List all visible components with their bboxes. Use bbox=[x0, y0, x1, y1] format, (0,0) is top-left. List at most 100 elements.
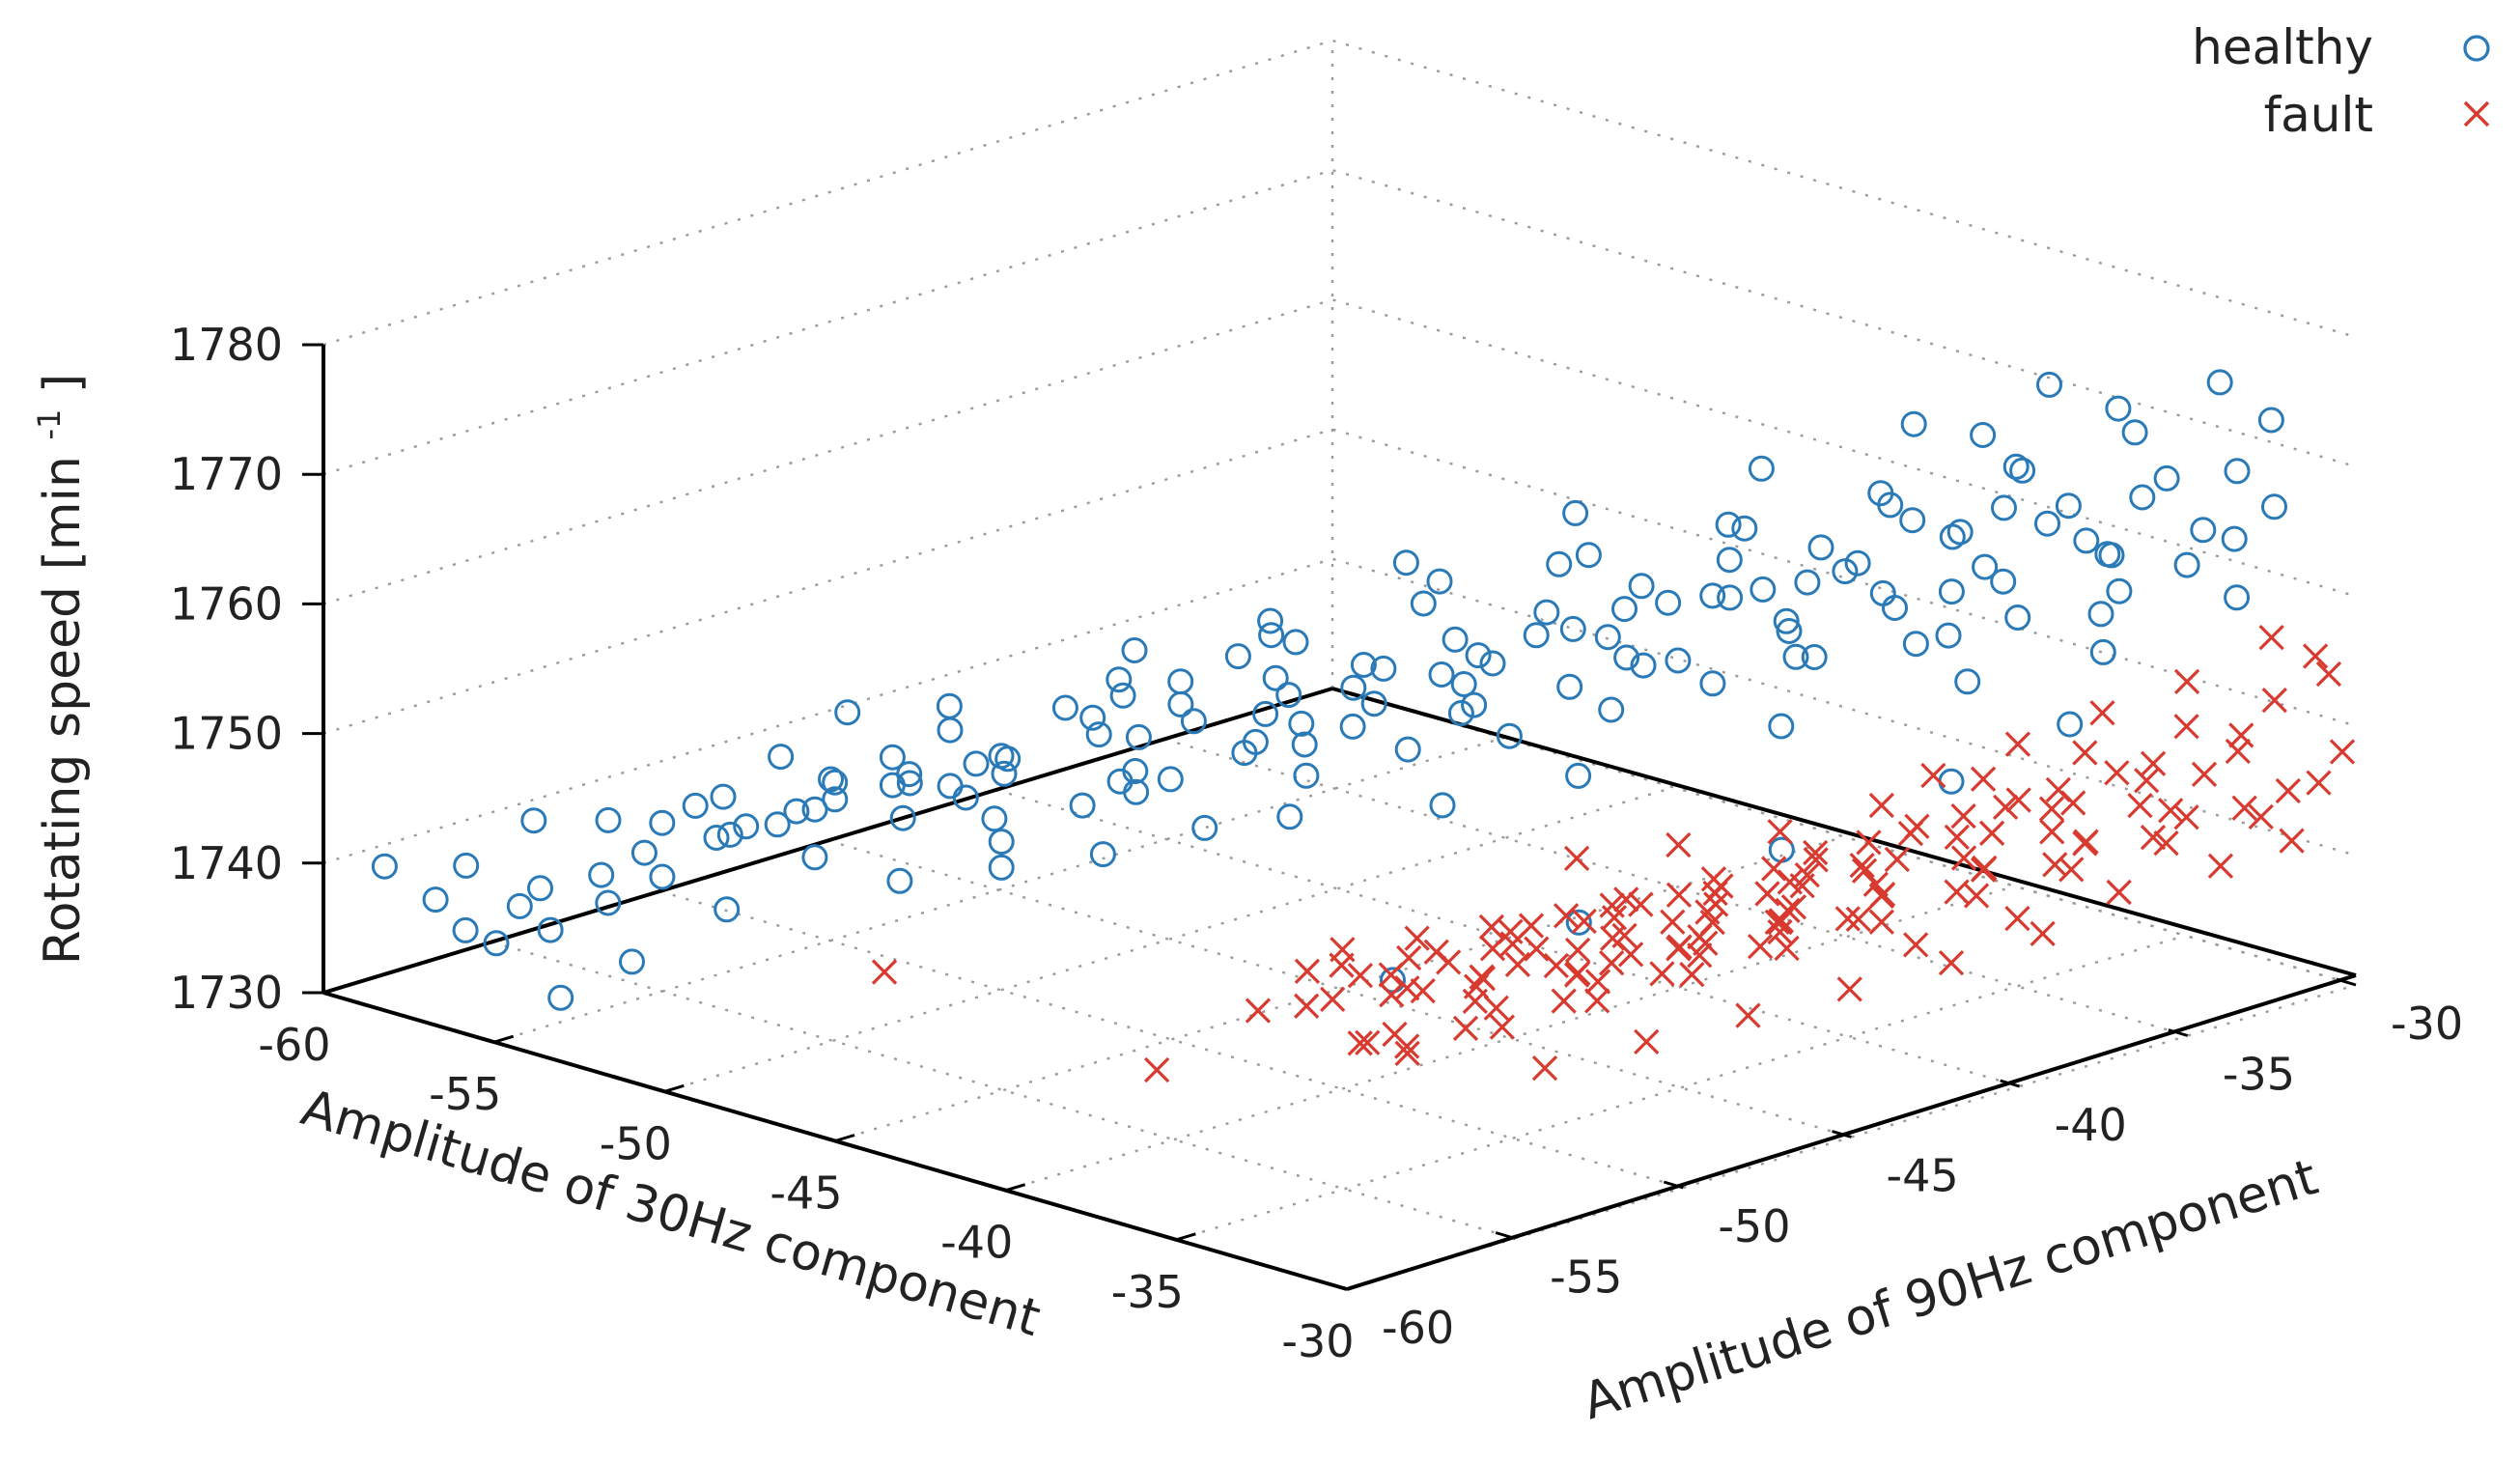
healthy-point-52 bbox=[1350, 652, 1377, 678]
healthy-point-51 bbox=[1262, 664, 1289, 691]
healthy-point-158 bbox=[1122, 758, 1149, 784]
fault-point-73 bbox=[2030, 920, 2056, 946]
healthy-point-73 bbox=[2173, 551, 2200, 578]
healthy-point-68 bbox=[1699, 670, 1726, 697]
healthy-point-17 bbox=[595, 889, 622, 916]
z-tick-label-2: 1750 bbox=[170, 708, 283, 760]
y-tick-mark-1 bbox=[1495, 1231, 1516, 1240]
fault-point-71 bbox=[1836, 976, 1862, 1002]
z-axis-title-end: ] bbox=[34, 374, 92, 393]
fault-point-151 bbox=[2173, 668, 2200, 695]
fault-point-123 bbox=[1794, 862, 1820, 888]
fault-point-60 bbox=[1666, 831, 1692, 858]
fault-point-117 bbox=[1904, 813, 1930, 839]
fault-point-96 bbox=[1774, 935, 1800, 962]
healthy-point-127 bbox=[1776, 618, 1803, 644]
fault-point-62 bbox=[1868, 792, 1894, 819]
fault-point-86 bbox=[1868, 883, 1894, 910]
fault-point-132 bbox=[1347, 1030, 1373, 1056]
healthy-point-149 bbox=[1121, 637, 1148, 663]
fault-point-4 bbox=[1543, 952, 1569, 979]
fault-point-12 bbox=[1553, 903, 1580, 929]
x-tick-mark-0 bbox=[322, 985, 344, 995]
fault-point-122 bbox=[1703, 891, 1729, 917]
fault-point-119 bbox=[2104, 760, 2130, 786]
y-tick-label-6: -30 bbox=[2391, 998, 2463, 1050]
healthy-point-87 bbox=[2034, 510, 2060, 537]
floor-grid-y-2 bbox=[658, 889, 1684, 1190]
healthy-point-151 bbox=[1426, 568, 1453, 595]
fault-point-58 bbox=[2231, 795, 2257, 821]
healthy-point-144 bbox=[1392, 549, 1419, 576]
fault-point-133 bbox=[1382, 1021, 1408, 1048]
fault-point-81 bbox=[2191, 761, 2218, 788]
healthy-point-76 bbox=[991, 760, 1018, 787]
healthy-point-120 bbox=[2002, 453, 2030, 480]
y-tick-label-0: -60 bbox=[1382, 1302, 1454, 1354]
healthy-point-133 bbox=[1276, 803, 1303, 830]
fault-point-103 bbox=[1410, 977, 1436, 1004]
fault-point-7 bbox=[1767, 918, 1793, 945]
floor-grid-y-5 bbox=[1163, 738, 2189, 1037]
fault-point-128 bbox=[2279, 828, 2305, 854]
fault-point-78 bbox=[1950, 845, 1977, 871]
fault-point-2 bbox=[1394, 975, 1420, 1001]
healthy-point-12 bbox=[822, 769, 849, 796]
fault-point-154 bbox=[1920, 762, 1946, 789]
y-tick-mark-3 bbox=[1832, 1130, 1852, 1139]
healthy-point-7 bbox=[527, 875, 553, 902]
fault-point-142 bbox=[1666, 882, 1693, 908]
data-points bbox=[371, 369, 2356, 1083]
fault-point-28 bbox=[1803, 847, 1829, 873]
y-tick-label-3: -45 bbox=[1887, 1150, 1959, 1202]
fault-point-19 bbox=[1524, 936, 1550, 962]
fault-point-61 bbox=[1767, 819, 1793, 845]
fault-point-144 bbox=[1856, 829, 1882, 856]
healthy-point-140 bbox=[1565, 909, 1592, 936]
healthy-point-115 bbox=[1258, 622, 1285, 649]
healthy-point-28 bbox=[1224, 643, 1251, 670]
healthy-point-124 bbox=[1288, 710, 1315, 737]
y-tick-label-1: -55 bbox=[1550, 1251, 1622, 1304]
healthy-point-97 bbox=[1882, 595, 1908, 621]
wall-grid-z-4 bbox=[322, 168, 2357, 476]
fault-point-143 bbox=[1761, 856, 1787, 882]
healthy-point-74 bbox=[2221, 525, 2248, 552]
healthy-point-135 bbox=[1565, 762, 1592, 789]
healthy-point-132 bbox=[988, 829, 1015, 856]
z-tick-label-1: 1740 bbox=[170, 837, 283, 889]
fault-point-40 bbox=[1470, 966, 1497, 992]
healthy-point-122 bbox=[963, 750, 990, 777]
healthy-point-173 bbox=[630, 839, 658, 866]
fault-point-63 bbox=[1970, 766, 1997, 792]
healthy-point-105 bbox=[1479, 650, 1506, 677]
wall-grid-z-5 bbox=[322, 39, 2357, 347]
healthy-point-134 bbox=[1429, 792, 1456, 819]
fault-point-94 bbox=[1583, 988, 1610, 1014]
healthy-point-123 bbox=[1125, 723, 1152, 750]
x-tick-label-6: -30 bbox=[1281, 1315, 1354, 1367]
healthy-point-148 bbox=[2036, 371, 2062, 398]
healthy-point-92 bbox=[1339, 713, 1366, 740]
fault-point-23 bbox=[1329, 952, 1355, 978]
healthy-point-75 bbox=[896, 761, 923, 788]
healthy-point-61 bbox=[988, 854, 1015, 881]
healthy-point-101 bbox=[2261, 493, 2287, 520]
x-tick-label-2: -50 bbox=[600, 1117, 672, 1169]
fault-point-137 bbox=[1764, 909, 1790, 936]
floor-grid-y-4 bbox=[995, 788, 2021, 1088]
fault-point-30 bbox=[1992, 794, 2019, 821]
z-tick-label-0: 1730 bbox=[170, 967, 283, 1019]
x-tick-label-4: -40 bbox=[940, 1217, 1013, 1269]
healthy-point-131 bbox=[818, 766, 844, 793]
healthy-point-138 bbox=[2089, 638, 2116, 665]
healthy-point-78 bbox=[1180, 708, 1207, 735]
healthy-point-62 bbox=[1089, 841, 1116, 868]
fault-point-55 bbox=[1944, 879, 1970, 905]
fault-point-87 bbox=[1970, 857, 1997, 883]
fault-point-125 bbox=[2004, 906, 2030, 932]
fault-point-111 bbox=[1294, 958, 1321, 984]
healthy-point-1 bbox=[422, 886, 449, 914]
healthy-point-43 bbox=[1699, 582, 1726, 609]
legend-marker-fault bbox=[2463, 100, 2490, 127]
